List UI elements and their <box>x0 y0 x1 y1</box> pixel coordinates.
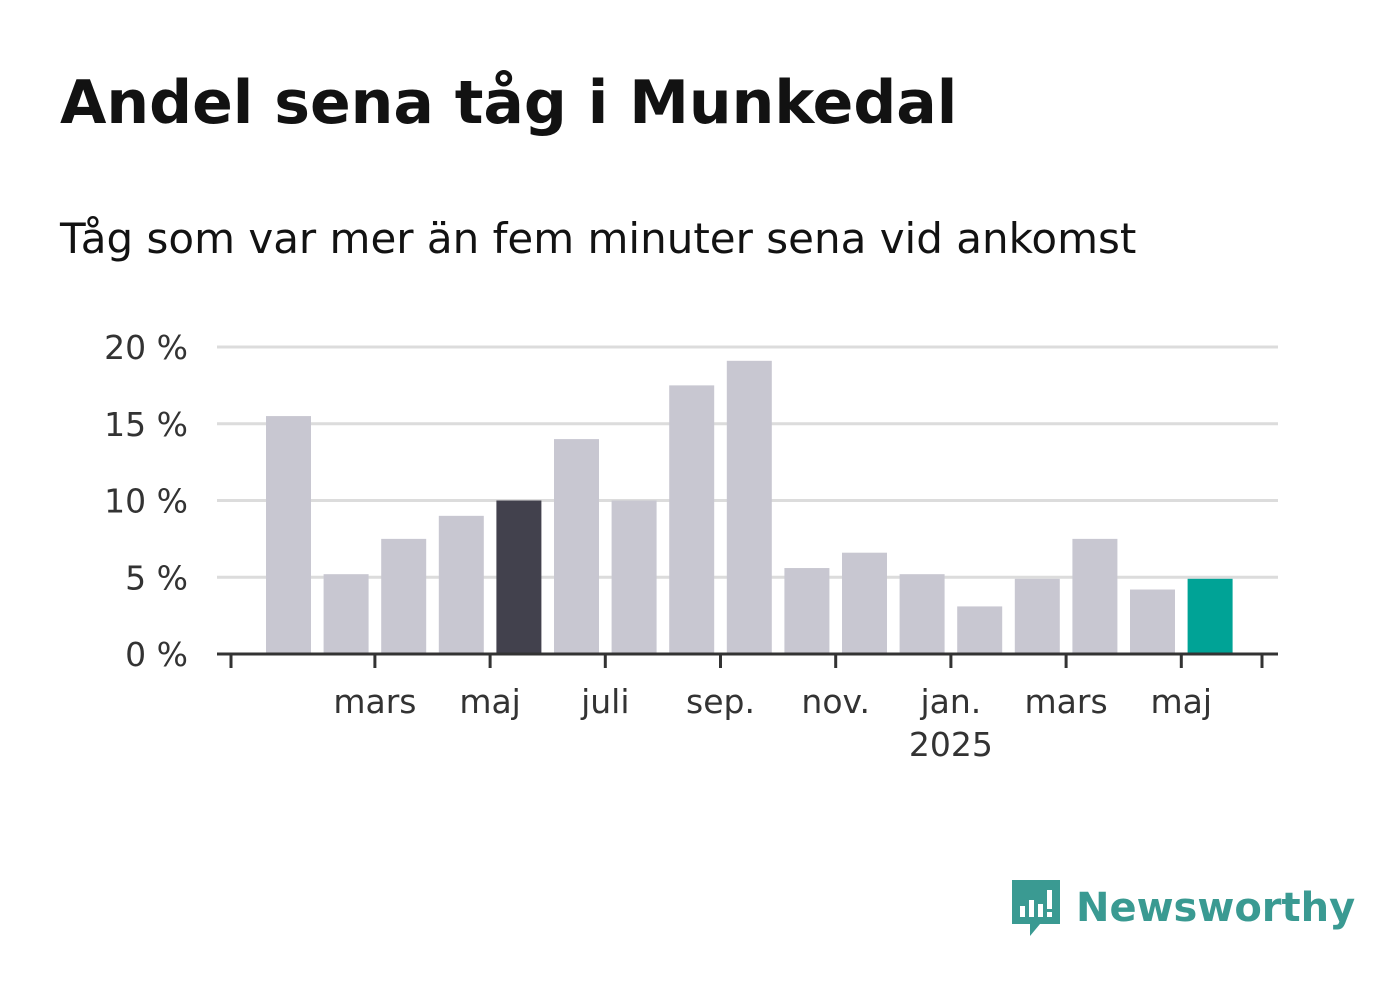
bar <box>1130 589 1175 654</box>
x-tick-label: maj <box>1151 682 1213 721</box>
chart-title: Andel sena tåg i Munkedal <box>60 68 958 138</box>
bar <box>266 416 311 654</box>
x-axis <box>217 652 1278 668</box>
x-tick-label: mars <box>333 682 416 721</box>
newsworthy-logo-icon <box>1012 880 1060 936</box>
x-tick-label: sep. <box>686 682 755 721</box>
y-tick-label: 5 % <box>125 558 188 597</box>
bars <box>266 360 1233 654</box>
bar <box>438 515 484 654</box>
y-tick-label: 0 % <box>125 635 188 674</box>
newsworthy-wordmark: Newsworthy <box>1076 885 1356 931</box>
bar <box>842 552 887 654</box>
x-tick-label: mars <box>1025 682 1108 721</box>
x-tick-sublabel: 2025 <box>909 725 993 764</box>
bar <box>554 439 599 654</box>
bar <box>1187 578 1233 654</box>
bar <box>899 574 945 654</box>
y-tick-label: 10 % <box>104 482 188 521</box>
bar <box>784 568 830 654</box>
bar <box>669 385 715 654</box>
x-tick-label: juli <box>580 682 629 721</box>
x-tick-label: maj <box>459 682 521 721</box>
x-tick-label: jan. <box>920 682 982 721</box>
bar <box>611 500 657 654</box>
bar <box>1014 578 1060 654</box>
x-tick-label: nov. <box>801 682 870 721</box>
bar <box>726 360 772 654</box>
newsworthy-logo: Newsworthy <box>1010 878 1355 938</box>
bar <box>496 500 542 654</box>
y-tick-label: 15 % <box>104 405 188 444</box>
y-tick-label: 20 % <box>104 328 188 367</box>
tick-labels: 0 % 5 % 10 % 15 % 20 % mars maj juli sep. nov. jan… <box>104 328 1212 764</box>
bar <box>323 574 369 654</box>
chart-subtitle: Tåg som var mer än fem minuter sena vid … <box>60 214 1137 263</box>
bar <box>957 606 1003 654</box>
bar <box>381 538 427 654</box>
bar <box>1072 538 1118 654</box>
